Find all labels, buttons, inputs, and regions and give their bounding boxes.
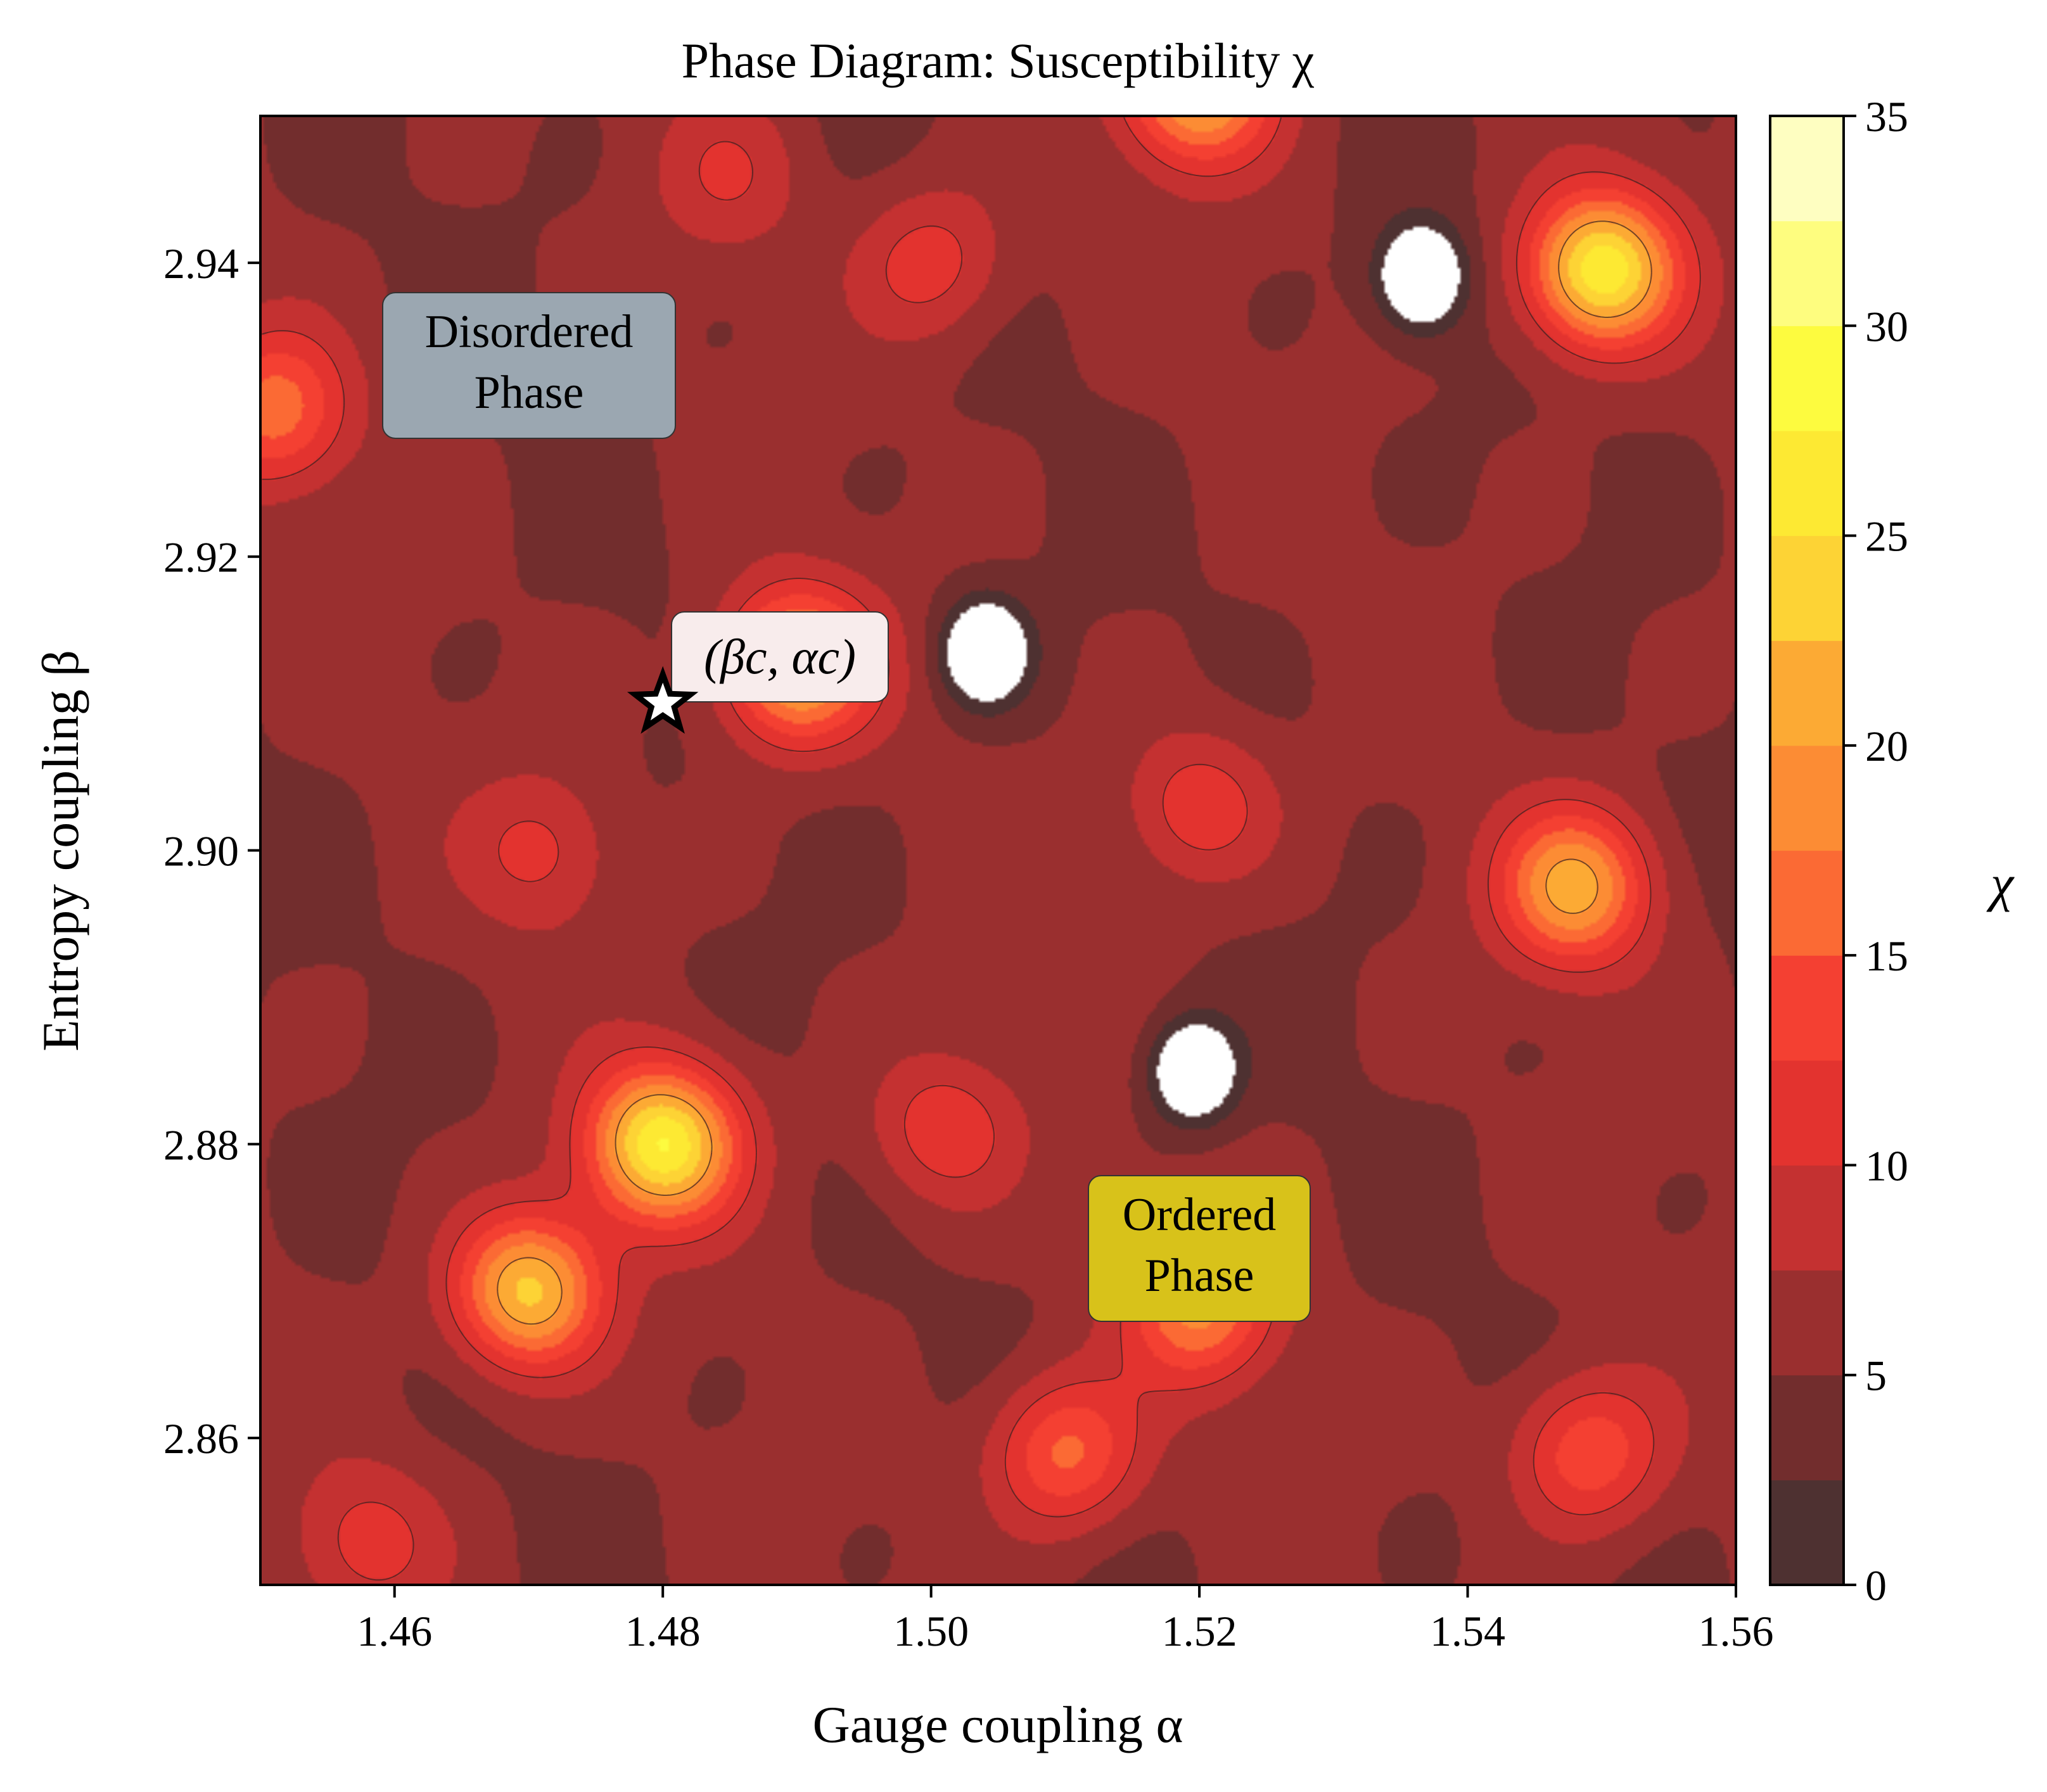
- annotation-line: Disordered: [425, 306, 634, 358]
- x-axis-ticks: 1.46 1.48 1.50 1.52 1.54 1.56: [357, 1585, 1774, 1655]
- colorbar-segment: [1770, 640, 1844, 746]
- annotation-box: [1088, 1175, 1311, 1322]
- critical-point-annotation: (βc, αc): [627, 611, 889, 734]
- colorbar-tick-label: 25: [1865, 512, 1908, 561]
- annotation-ordered-phase: Ordered Phase: [1088, 1175, 1311, 1322]
- colorbar-segment: [1770, 1480, 1844, 1585]
- x-tick-label: 1.56: [1699, 1607, 1774, 1655]
- y-tick-label: 2.94: [163, 239, 239, 288]
- colorbar-segment: [1770, 1165, 1844, 1271]
- colorbar-segment: [1770, 745, 1844, 851]
- annotation-line: Ordered: [1123, 1189, 1276, 1241]
- colorbar-segment: [1770, 220, 1844, 326]
- colorbar-segment: [1770, 1270, 1844, 1376]
- annotation-box: [382, 292, 676, 439]
- colorbar-segment: [1770, 1060, 1844, 1166]
- colorbar-segment: [1770, 535, 1844, 641]
- x-tick-label: 1.46: [357, 1607, 432, 1655]
- colorbar-tick-label: 20: [1865, 722, 1908, 770]
- colorbar-segment: [1770, 430, 1844, 537]
- colorbar-segment: [1770, 850, 1844, 956]
- y-axis-label: Entropy coupling β: [32, 650, 89, 1052]
- colorbar-tick-label: 35: [1865, 92, 1908, 141]
- colorbar-label: χ: [1986, 855, 2015, 912]
- colorbar-segment: [1770, 1375, 1844, 1480]
- x-tick-label: 1.52: [1162, 1607, 1237, 1655]
- x-tick-label: 1.50: [893, 1607, 969, 1655]
- critical-point-label: (βc, αc): [704, 629, 856, 684]
- colorbar-segment: [1770, 955, 1844, 1061]
- colorbar: [1770, 116, 1844, 1585]
- annotation-line: Phase: [1145, 1250, 1254, 1302]
- chart-title: Phase Diagram: Susceptibility χ: [682, 33, 1315, 88]
- y-axis-ticks: 2.86 2.88 2.90 2.92 2.94: [163, 239, 260, 1463]
- critical-point-star-icon: [627, 666, 699, 734]
- y-tick-label: 2.88: [163, 1121, 239, 1169]
- colorbar-tick-label: 15: [1865, 932, 1908, 980]
- annotation-line: Phase: [475, 367, 584, 419]
- colorbar-tick-label: 10: [1865, 1141, 1908, 1190]
- colorbar-frame: [1769, 115, 1845, 1586]
- colorbar-tick-label: 0: [1865, 1561, 1887, 1610]
- colorbar-tick-label: 30: [1865, 302, 1908, 350]
- y-tick-label: 2.90: [163, 827, 239, 875]
- colorbar-tick-label: 5: [1865, 1352, 1887, 1400]
- x-tick-label: 1.48: [625, 1607, 701, 1655]
- x-axis-label: Gauge coupling α: [813, 1696, 1183, 1753]
- colorbar-segment: [1770, 326, 1844, 431]
- x-tick-label: 1.54: [1430, 1607, 1505, 1655]
- colorbar-segment: [1770, 116, 1844, 222]
- y-tick-label: 2.92: [163, 533, 239, 581]
- annotation-disordered-phase: Disordered Phase: [382, 292, 676, 439]
- y-tick-label: 2.86: [163, 1414, 239, 1463]
- colorbar-ticks: 0 5 10 15 20 25 30 35: [1844, 92, 1908, 1610]
- annotation-box: [671, 611, 889, 702]
